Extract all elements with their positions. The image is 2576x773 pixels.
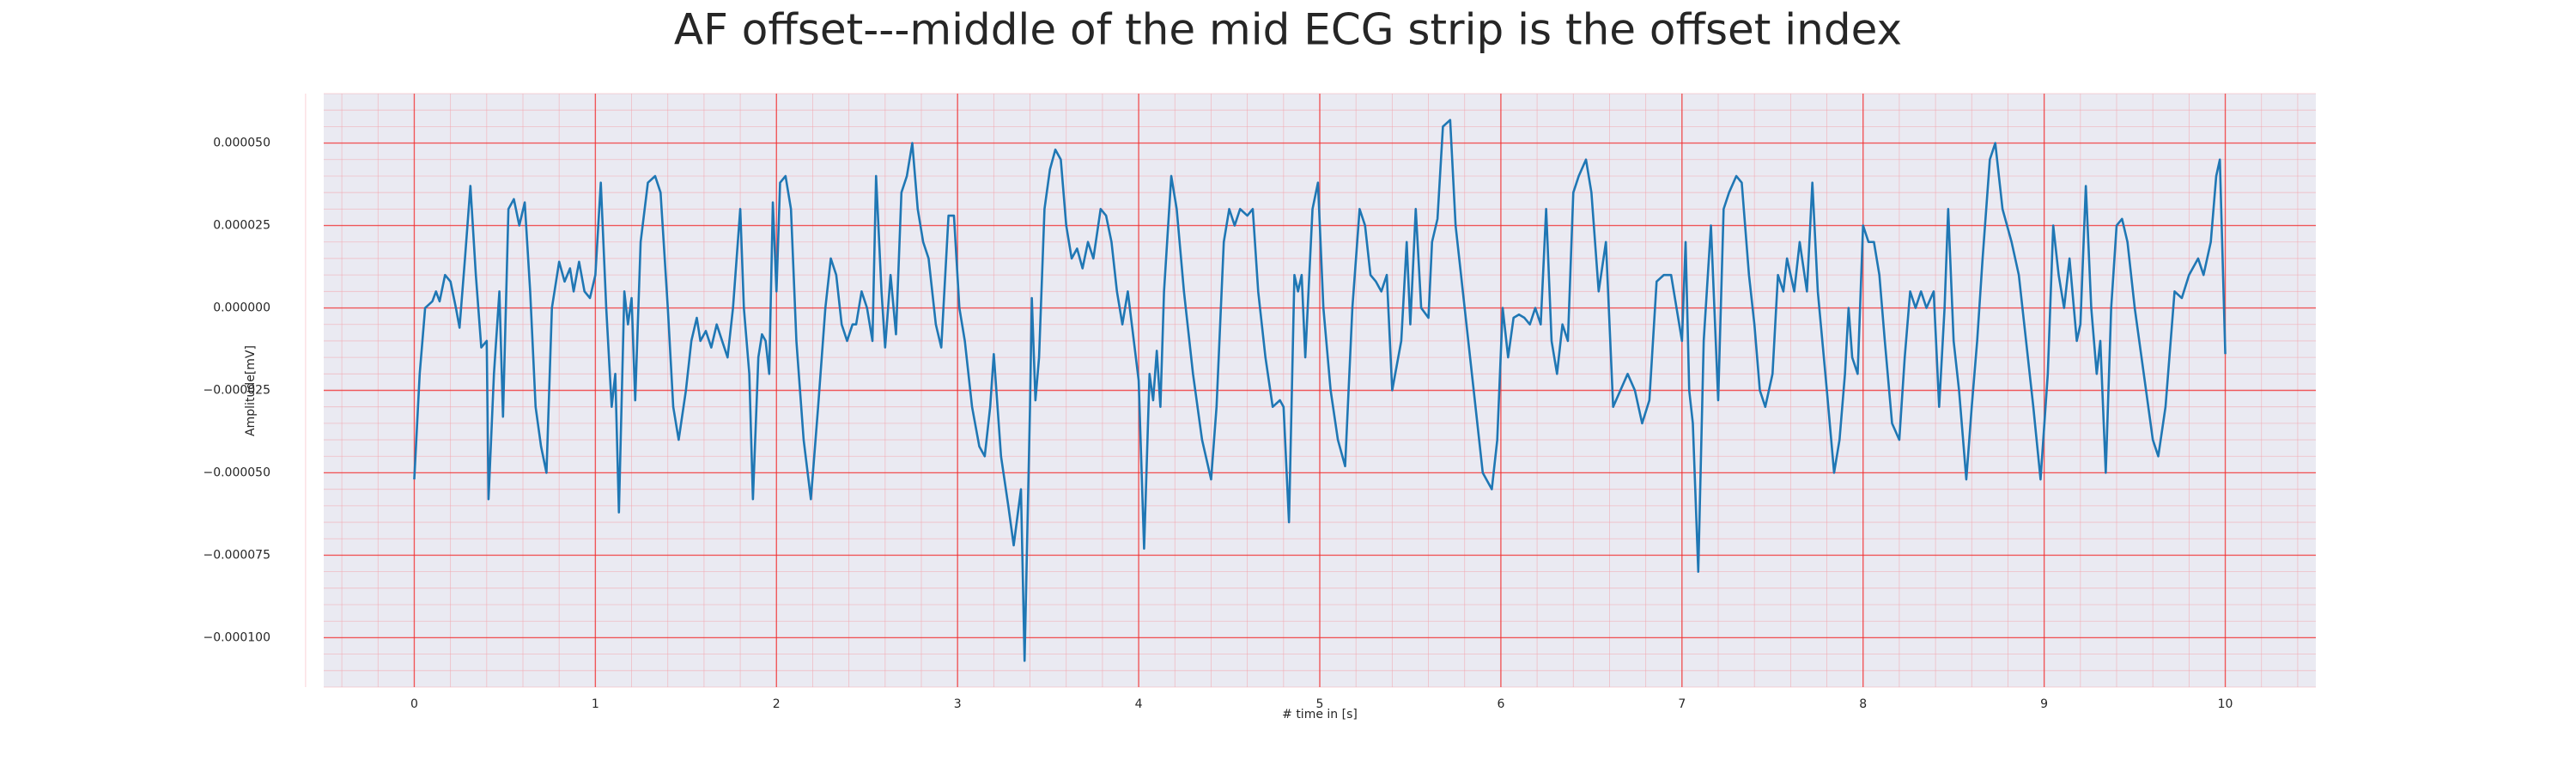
x-tick-label: 7 xyxy=(1678,697,1686,711)
x-tick-label: 8 xyxy=(1859,697,1867,711)
y-tick-label: −0.000075 xyxy=(203,548,270,562)
x-tick-label: 0 xyxy=(410,697,418,711)
ecg-line xyxy=(413,119,2227,662)
x-tick-label: 5 xyxy=(1316,697,1324,711)
x-axis-label: # time in [s] xyxy=(1282,708,1358,721)
y-tick-label: 0.000025 xyxy=(213,219,270,233)
y-tick-label: −0.000100 xyxy=(203,630,270,644)
x-tick-label: 2 xyxy=(773,697,781,711)
x-tick-label: 1 xyxy=(592,697,599,711)
x-tick-label: 3 xyxy=(954,697,962,711)
y-tick-label: −0.000025 xyxy=(203,384,270,398)
chart-title: AF offset---middle of the mid ECG strip … xyxy=(674,5,1902,55)
x-tick-label: 6 xyxy=(1497,697,1504,711)
y-tick-label: 0.000000 xyxy=(213,301,270,315)
grid xyxy=(305,93,2316,688)
x-tick-label: 9 xyxy=(2040,697,2048,711)
x-tick-label: 4 xyxy=(1135,697,1143,711)
y-axis-label: Amplitude[mV] xyxy=(244,345,258,436)
x-tick-label: 10 xyxy=(2218,697,2233,711)
y-tick-label: −0.000050 xyxy=(203,466,270,479)
y-tick-label: 0.000050 xyxy=(213,137,270,150)
